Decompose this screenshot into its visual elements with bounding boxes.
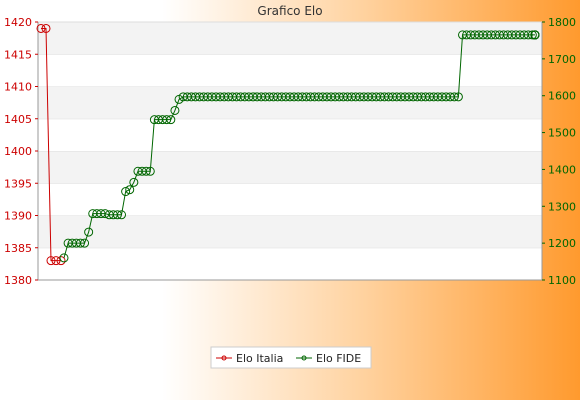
point-elo-fide bbox=[141, 166, 151, 176]
y-right-tick-label: 1100 bbox=[548, 274, 576, 287]
legend-label-elo-italia: Elo Italia bbox=[236, 352, 283, 365]
y-right-tick-label: 1800 bbox=[548, 16, 576, 29]
legend-marker-elo-fide bbox=[301, 355, 307, 361]
point-elo-fide bbox=[80, 238, 90, 248]
y-left-tick-label: 1400 bbox=[4, 145, 32, 158]
legend-box bbox=[210, 346, 372, 369]
grid-band bbox=[38, 118, 542, 151]
y-left-tick-label: 1415 bbox=[4, 48, 32, 61]
y-right-tick-label: 1600 bbox=[548, 90, 576, 103]
y-left-tick-label: 1405 bbox=[4, 113, 32, 126]
point-elo-fide bbox=[453, 92, 463, 102]
point-elo-fide bbox=[112, 210, 122, 220]
grid-band bbox=[38, 86, 542, 119]
legend-label-elo-fide: Elo FIDE bbox=[316, 352, 361, 365]
series-line-elo-fide bbox=[63, 34, 535, 259]
y-left-tick-label: 1420 bbox=[4, 16, 32, 29]
point-elo-fide bbox=[170, 105, 180, 115]
point-elo-italia bbox=[46, 256, 56, 266]
legend-marker-elo-italia bbox=[221, 355, 227, 361]
grid-band bbox=[38, 151, 542, 184]
y-left-tick-label: 1380 bbox=[4, 274, 32, 287]
y-left-tick-label: 1385 bbox=[4, 242, 32, 255]
point-elo-italia bbox=[41, 23, 51, 33]
point-elo-fide bbox=[125, 185, 135, 195]
point-elo-fide bbox=[145, 166, 155, 176]
grid-band bbox=[38, 54, 542, 87]
point-elo-fide bbox=[162, 115, 172, 125]
point-elo-fide bbox=[59, 253, 69, 263]
point-elo-fide bbox=[121, 187, 131, 197]
point-elo-fide bbox=[166, 115, 176, 125]
point-elo-fide bbox=[523, 30, 533, 40]
grid-band bbox=[38, 247, 542, 280]
chart-title: Grafico Elo bbox=[257, 4, 323, 18]
point-elo-fide bbox=[129, 177, 139, 187]
point-elo-fide bbox=[117, 210, 127, 220]
y-right-tick-label: 1200 bbox=[548, 237, 576, 250]
grid-band bbox=[38, 215, 542, 248]
point-elo-italia bbox=[51, 256, 61, 266]
point-elo-fide bbox=[527, 30, 537, 40]
series-line-elo-italia bbox=[41, 27, 61, 262]
grid-band bbox=[38, 22, 542, 55]
point-elo-fide bbox=[75, 238, 85, 248]
point-elo-fide bbox=[530, 30, 540, 40]
point-elo-fide bbox=[84, 227, 94, 237]
y-right-tick-label: 1300 bbox=[548, 200, 576, 213]
y-right-tick-label: 1400 bbox=[548, 163, 576, 176]
y-right-tick-label: 1500 bbox=[548, 127, 576, 140]
y-left-tick-label: 1395 bbox=[4, 177, 32, 190]
y-left-tick-label: 1410 bbox=[4, 81, 32, 94]
point-elo-italia bbox=[36, 23, 46, 33]
y-left-tick-label: 1390 bbox=[4, 210, 32, 223]
point-elo-italia bbox=[56, 256, 66, 266]
y-right-tick-label: 1700 bbox=[548, 53, 576, 66]
point-elo-fide bbox=[449, 92, 459, 102]
